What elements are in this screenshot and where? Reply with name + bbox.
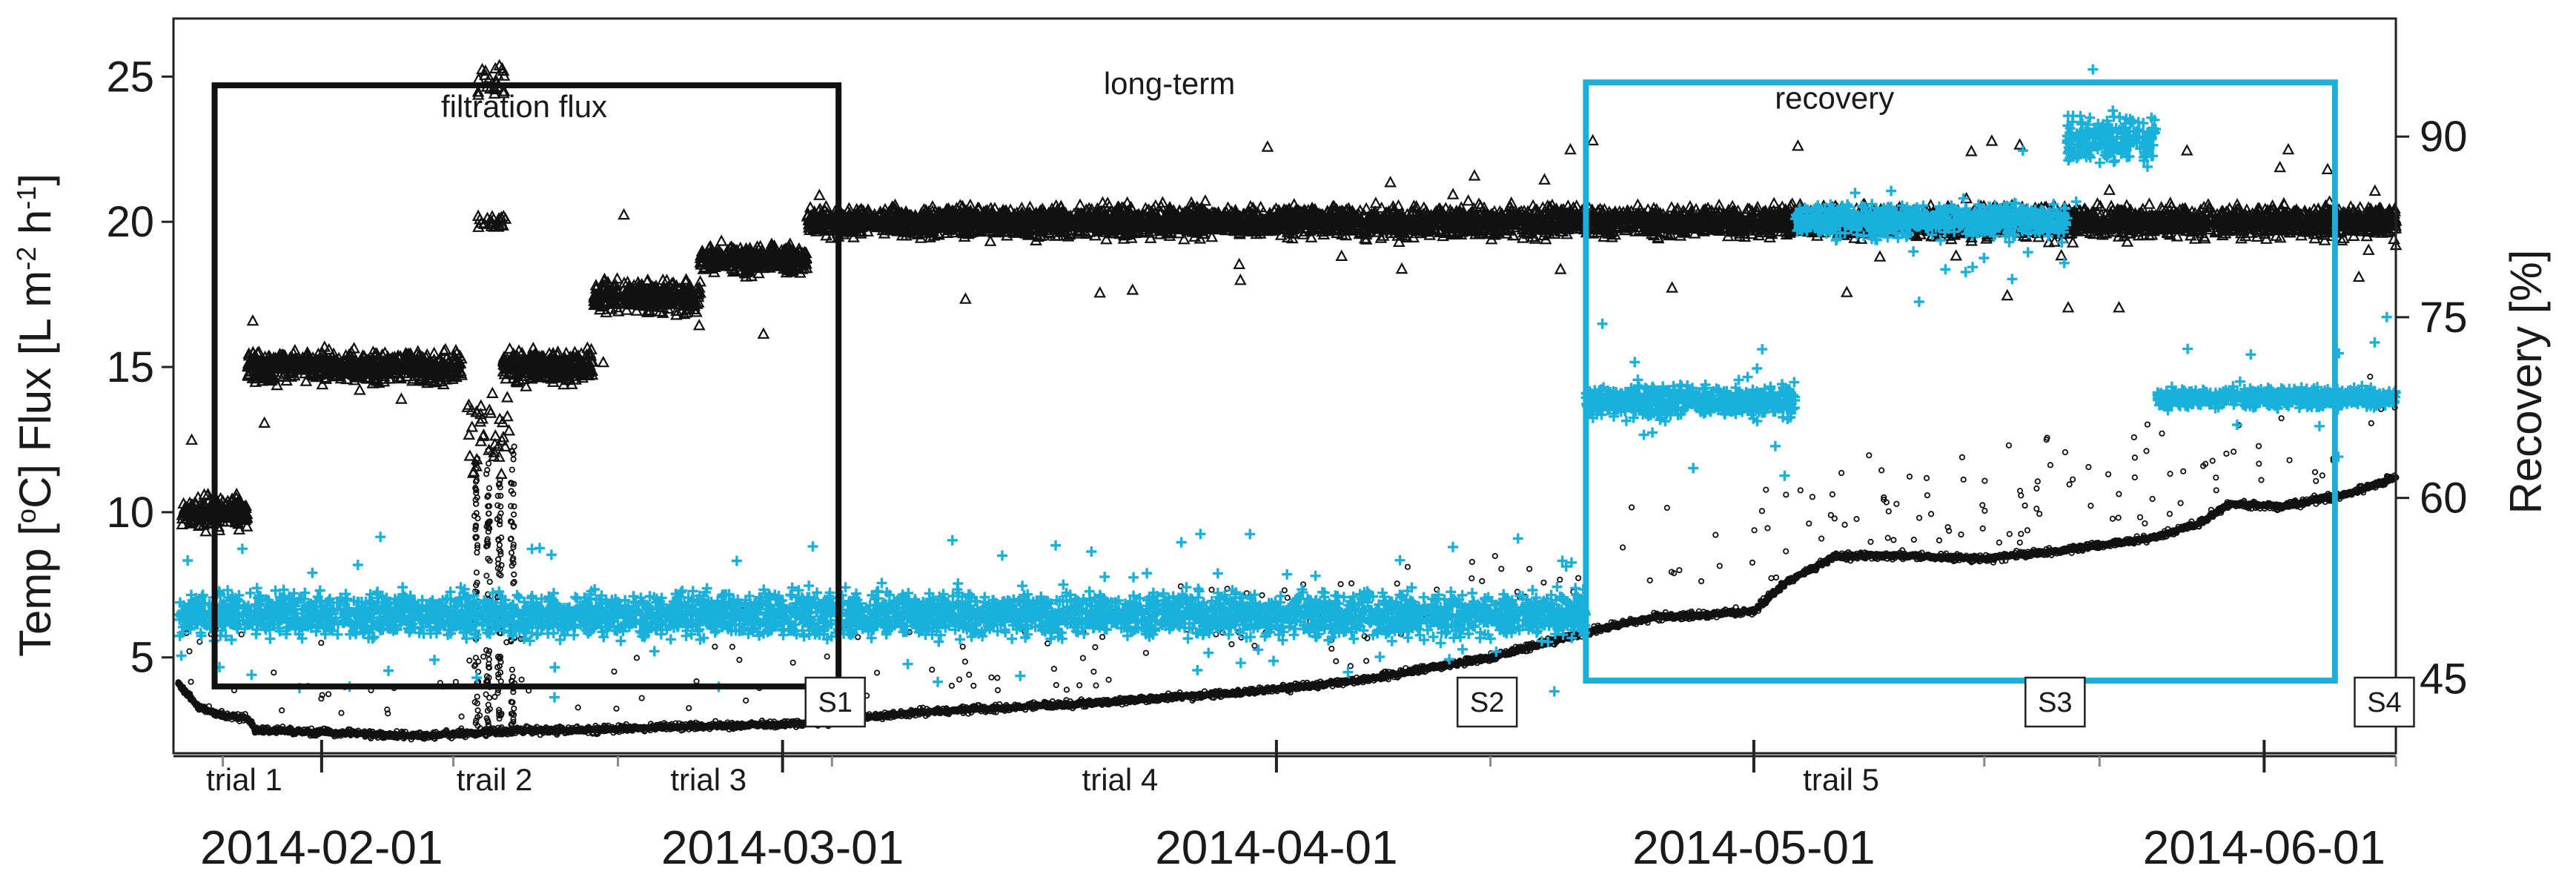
- trial-label: trial 3: [670, 762, 746, 797]
- plot-frame: [172, 17, 2397, 755]
- right-y-axis-title: Recovery [%]: [2501, 250, 2551, 515]
- plot-layer: [173, 59, 2403, 743]
- sample-label: S2: [1470, 687, 1504, 718]
- annotation-long-term: long-term: [1104, 66, 1235, 101]
- trial-label: trial 4: [1082, 762, 1159, 797]
- sample-label: S1: [818, 687, 852, 718]
- sample-box: [2024, 676, 2086, 728]
- sample-point-s2: S2: [1456, 676, 1518, 728]
- x-date-label: 2014-03-01: [661, 821, 904, 874]
- axis-title-part: h: [10, 210, 60, 247]
- label-layer: 5 10 15 20 25 45 60 75 90 2014-02-01 2014-03-01 201…: [10, 53, 2551, 874]
- left-y-tick-label: 25: [106, 53, 154, 101]
- axis-title-part: ]: [10, 173, 60, 186]
- temp-trend-line: [175, 474, 2400, 739]
- left-y-tick-label: 15: [106, 343, 154, 391]
- sample-box: [804, 676, 866, 728]
- right-y-tick-label: 90: [2420, 113, 2468, 161]
- axis-title-superscript: -2: [11, 247, 42, 271]
- x-date-label: 2014-05-01: [1632, 821, 1875, 874]
- axis-title-part: Temp [: [10, 523, 60, 657]
- axis-title-part: C] Flux [L m: [10, 271, 60, 509]
- sample-point-s1: S1: [804, 676, 866, 728]
- sample-point-s3: S3: [2024, 676, 2086, 728]
- left-y-tick-label: 20: [106, 198, 154, 246]
- trial-label: trail 5: [1803, 762, 1879, 797]
- annotation-filtration-flux: filtration flux: [441, 89, 607, 124]
- right-y-tick-label: 45: [2420, 655, 2468, 703]
- axis-title-superscript: -1: [11, 186, 42, 210]
- sample-box: [1456, 676, 1518, 728]
- sample-point-s4: S4: [2354, 676, 2415, 728]
- left-y-tick-label: 5: [130, 634, 154, 682]
- annotation-recovery: recovery: [1775, 80, 1894, 115]
- highlight-box-recovery: [1583, 79, 2338, 684]
- left-y-axis-title: Temp [oC] Flux [L m-2 h-1]: [10, 173, 60, 657]
- recovery-series-markers: [173, 64, 2401, 703]
- right-y-tick-label: 75: [2420, 294, 2468, 342]
- left-y-tick-label: 10: [106, 489, 154, 537]
- trial-label: trial 1: [206, 762, 282, 797]
- highlight-box-filtration: [211, 82, 842, 689]
- frame-layer: [162, 17, 2409, 773]
- sample-label: S3: [2038, 687, 2072, 718]
- sample-label: S4: [2367, 687, 2401, 718]
- axis-title-superscript: o: [11, 509, 42, 523]
- sample-box: [2354, 676, 2415, 728]
- x-date-label: 2014-04-01: [1155, 821, 1397, 874]
- trial-label: trail 2: [457, 762, 533, 797]
- right-y-tick-label: 60: [2420, 474, 2468, 523]
- x-date-label: 2014-02-01: [200, 821, 443, 874]
- x-date-label: 2014-06-01: [2143, 821, 2385, 874]
